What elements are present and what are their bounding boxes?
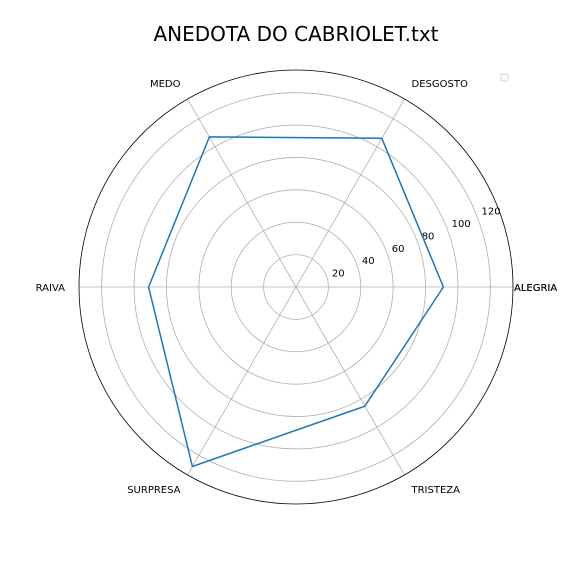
radial-tick-label: 40 — [362, 256, 375, 267]
category-label: DESGOSTO — [412, 79, 468, 90]
grid — [79, 93, 513, 482]
spoke-line — [296, 99, 405, 287]
spoke-line — [188, 99, 297, 287]
spoke-line — [188, 287, 297, 475]
radial-tick-label: 20 — [332, 269, 345, 280]
category-label: RAIVA — [36, 283, 66, 294]
category-label: SURPRESA — [127, 485, 180, 496]
series-line — [149, 137, 444, 467]
radial-tick-label: 100 — [452, 219, 471, 230]
category-label: ALEGRIA — [514, 283, 557, 294]
chart-title: ANEDOTA DO CABRIOLET.txt — [153, 22, 438, 46]
radial-tick-label: 60 — [392, 244, 405, 255]
legend-box — [501, 74, 508, 81]
series-layer — [149, 137, 444, 467]
category-label: TRISTEZA — [411, 485, 461, 496]
spoke-line — [296, 287, 405, 475]
category-label: MEDO — [150, 79, 181, 90]
radial-tick-label: 120 — [482, 207, 501, 218]
